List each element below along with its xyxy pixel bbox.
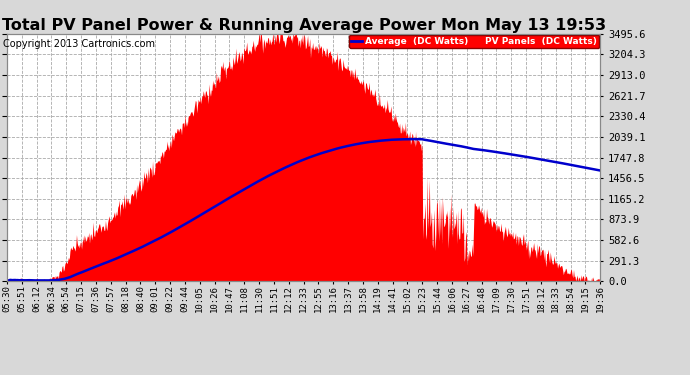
Text: Copyright 2013 Cartronics.com: Copyright 2013 Cartronics.com xyxy=(3,39,155,50)
Title: Total PV Panel Power & Running Average Power Mon May 13 19:53: Total PV Panel Power & Running Average P… xyxy=(1,18,606,33)
Legend: Average  (DC Watts), PV Panels  (DC Watts): Average (DC Watts), PV Panels (DC Watts) xyxy=(349,34,600,48)
